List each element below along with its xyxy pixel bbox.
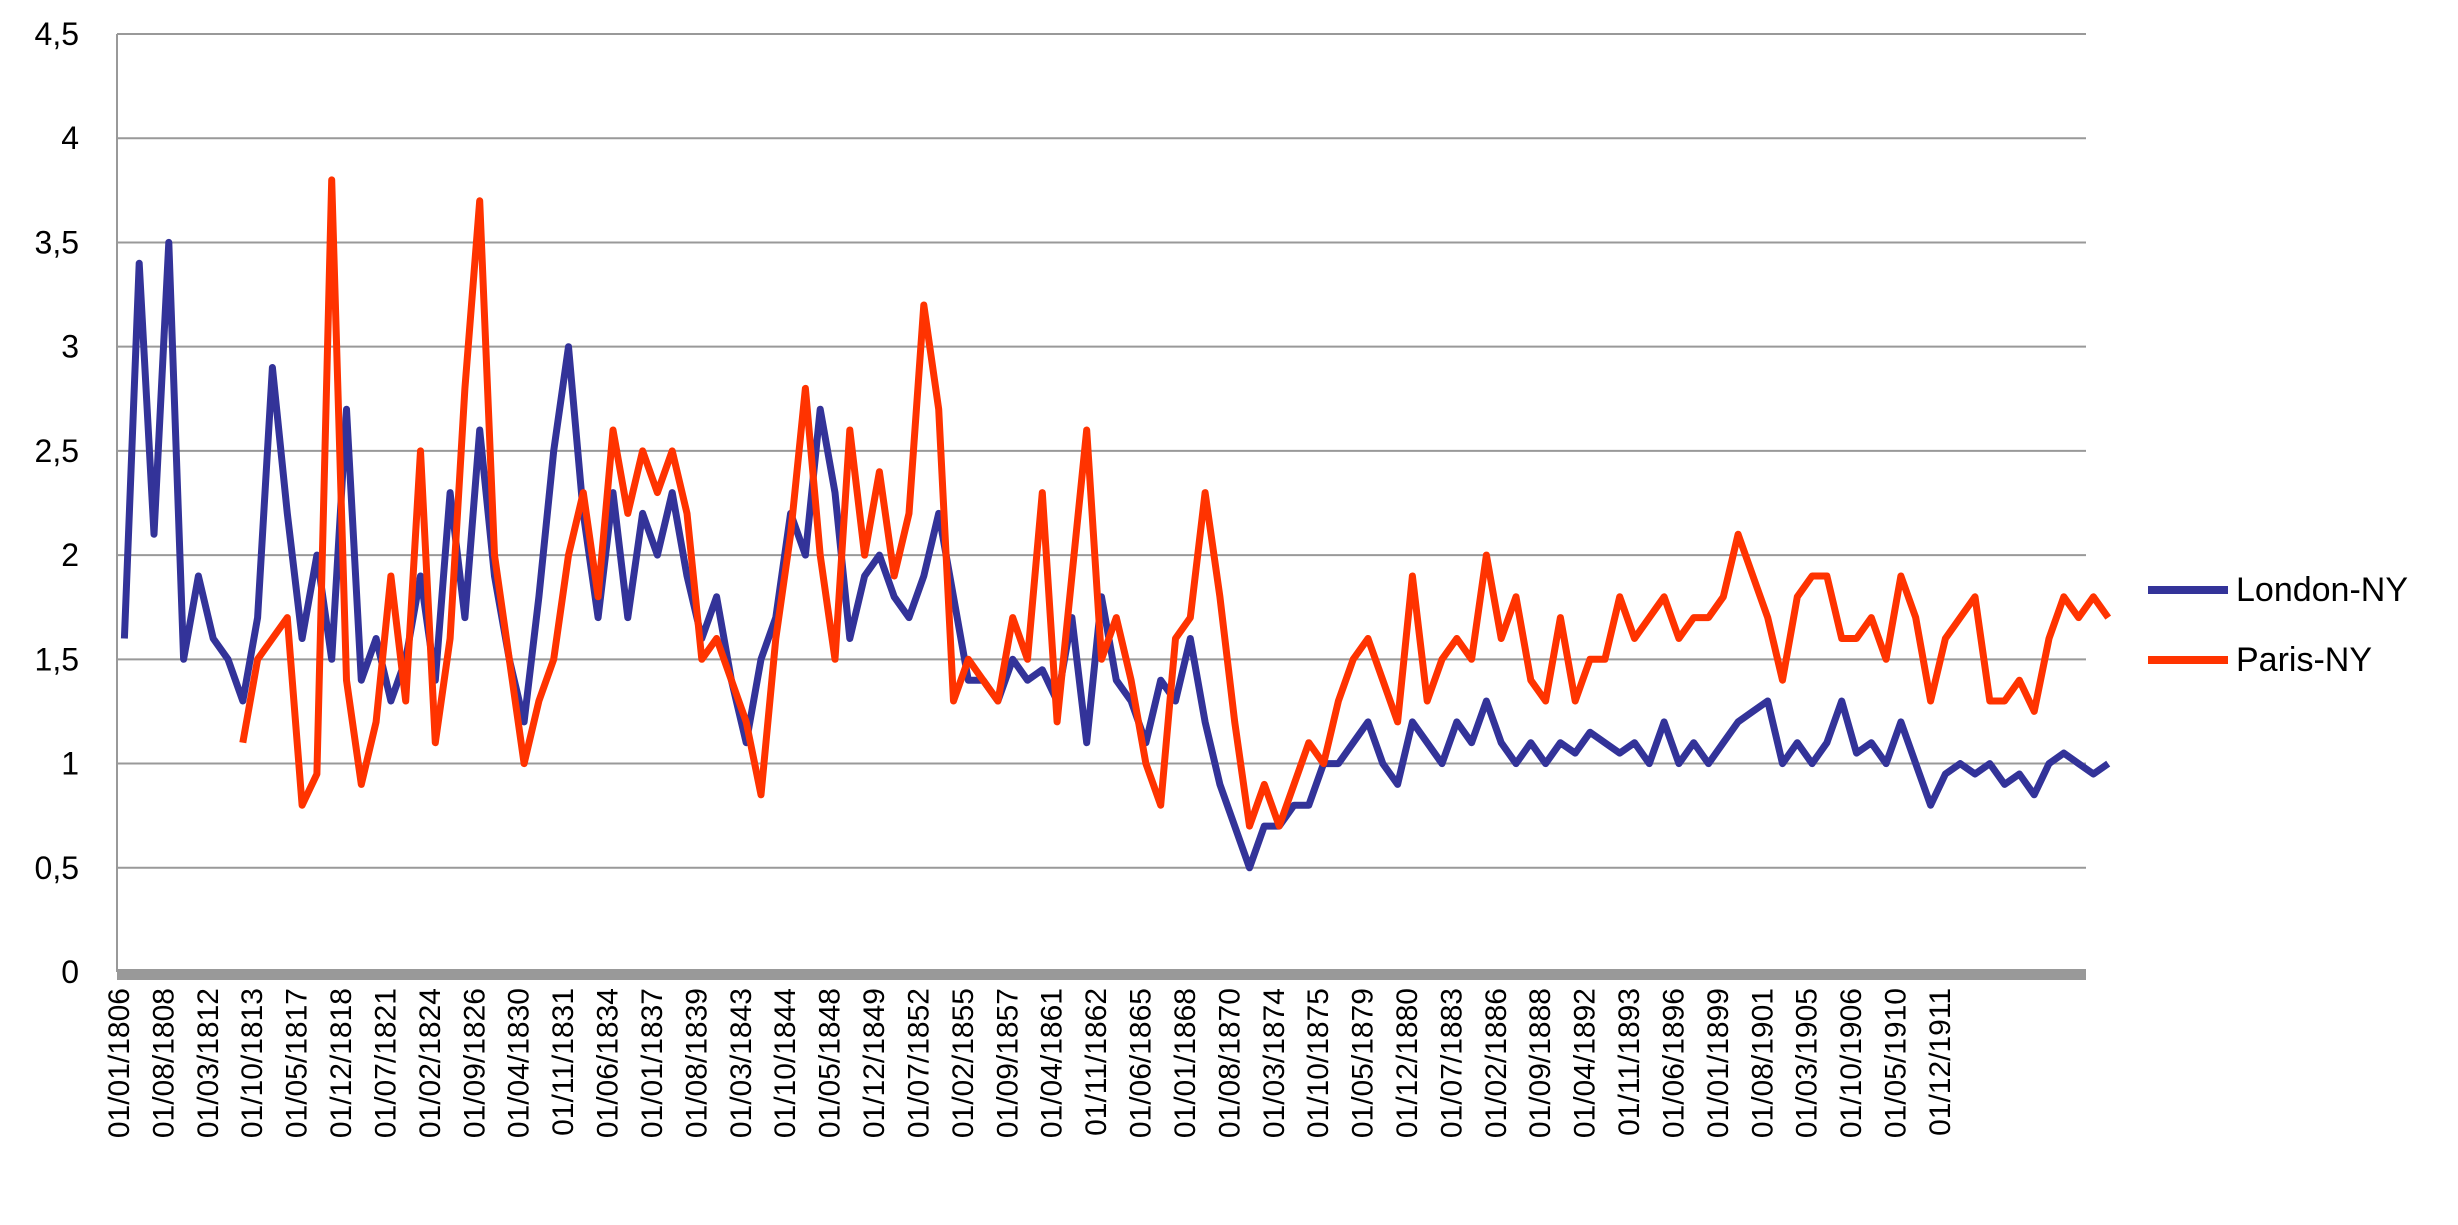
x-tick-label: 01/05/1817 (281, 988, 314, 1138)
x-axis (117, 969, 2086, 980)
x-tick-label: 01/06/1834 (592, 988, 625, 1138)
x-tick-label: 01/05/1910 (1880, 988, 1913, 1138)
x-tick-label: 01/03/1905 (1791, 988, 1824, 1138)
x-tick-label: 01/07/1883 (1435, 988, 1468, 1138)
x-tick-label: 01/08/1901 (1746, 988, 1779, 1138)
x-tick-label: 01/01/1899 (1702, 988, 1735, 1138)
x-tick-label: 01/05/1848 (814, 988, 847, 1138)
x-tick-label: 01/04/1892 (1569, 988, 1602, 1138)
x-tick-label: 01/02/1886 (1480, 988, 1513, 1138)
x-tick-label: 01/12/1911 (1924, 988, 1957, 1136)
x-tick-label: 01/08/1808 (147, 988, 180, 1138)
x-tick-label: 01/04/1830 (503, 988, 536, 1138)
legend-label: London-NY (2236, 571, 2408, 609)
y-tick-label: 4 (61, 120, 79, 156)
x-tick-label: 01/09/1888 (1524, 988, 1557, 1138)
x-tick-label: 01/02/1855 (947, 988, 980, 1138)
x-tick-label: 01/12/1849 (858, 988, 891, 1138)
y-tick-label: 2,5 (35, 433, 79, 469)
y-tick-label: 0,5 (35, 850, 79, 886)
y-tick-label: 3,5 (35, 224, 79, 260)
y-tick-label: 2 (61, 537, 79, 573)
legend-label: Paris-NY (2236, 641, 2372, 679)
x-tick-label: 01/10/1813 (236, 988, 269, 1138)
x-tick-label: 01/09/1826 (458, 988, 491, 1138)
x-tick-label: 01/08/1870 (1213, 988, 1246, 1138)
x-tick-label: 01/03/1812 (192, 988, 225, 1138)
x-tick-label: 01/01/1806 (103, 988, 136, 1138)
x-tick-label: 01/04/1861 (1036, 988, 1069, 1138)
y-tick-label: 4,5 (35, 16, 79, 52)
x-tick-label: 01/02/1824 (414, 988, 447, 1138)
x-tick-label: 01/12/1818 (325, 988, 358, 1138)
x-tick-label: 01/06/1865 (1125, 988, 1158, 1138)
x-tick-label: 01/10/1875 (1302, 988, 1335, 1138)
x-tick-label: 01/07/1821 (369, 988, 402, 1138)
x-tick-label: 01/01/1868 (1169, 988, 1202, 1138)
x-tick-label: 01/11/1862 (1080, 988, 1113, 1136)
y-tick-label: 1,5 (35, 641, 79, 677)
y-tick-label: 1 (61, 746, 79, 782)
line-series (239, 176, 2112, 830)
y-tick-label: 3 (61, 329, 79, 365)
x-tick-label: 01/10/1906 (1835, 988, 1868, 1138)
x-tick-label: 01/09/1857 (991, 988, 1024, 1138)
x-tick-label: 01/03/1843 (725, 988, 758, 1138)
x-tick-label: 01/01/1837 (636, 988, 669, 1138)
x-tick-label: 01/03/1874 (1258, 988, 1291, 1138)
x-tick-label: 01/12/1880 (1391, 988, 1424, 1138)
y-tick-label: 0 (61, 954, 79, 990)
x-tick-label: 01/06/1896 (1657, 988, 1690, 1138)
x-tick-label: 01/07/1852 (902, 988, 935, 1138)
x-tick-label: 01/11/1831 (547, 988, 580, 1136)
x-tick-label: 01/08/1839 (680, 988, 713, 1138)
x-tick-label: 01/11/1893 (1613, 988, 1646, 1136)
x-tick-label: 01/10/1844 (769, 988, 802, 1138)
x-tick-label: 01/05/1879 (1347, 988, 1380, 1138)
